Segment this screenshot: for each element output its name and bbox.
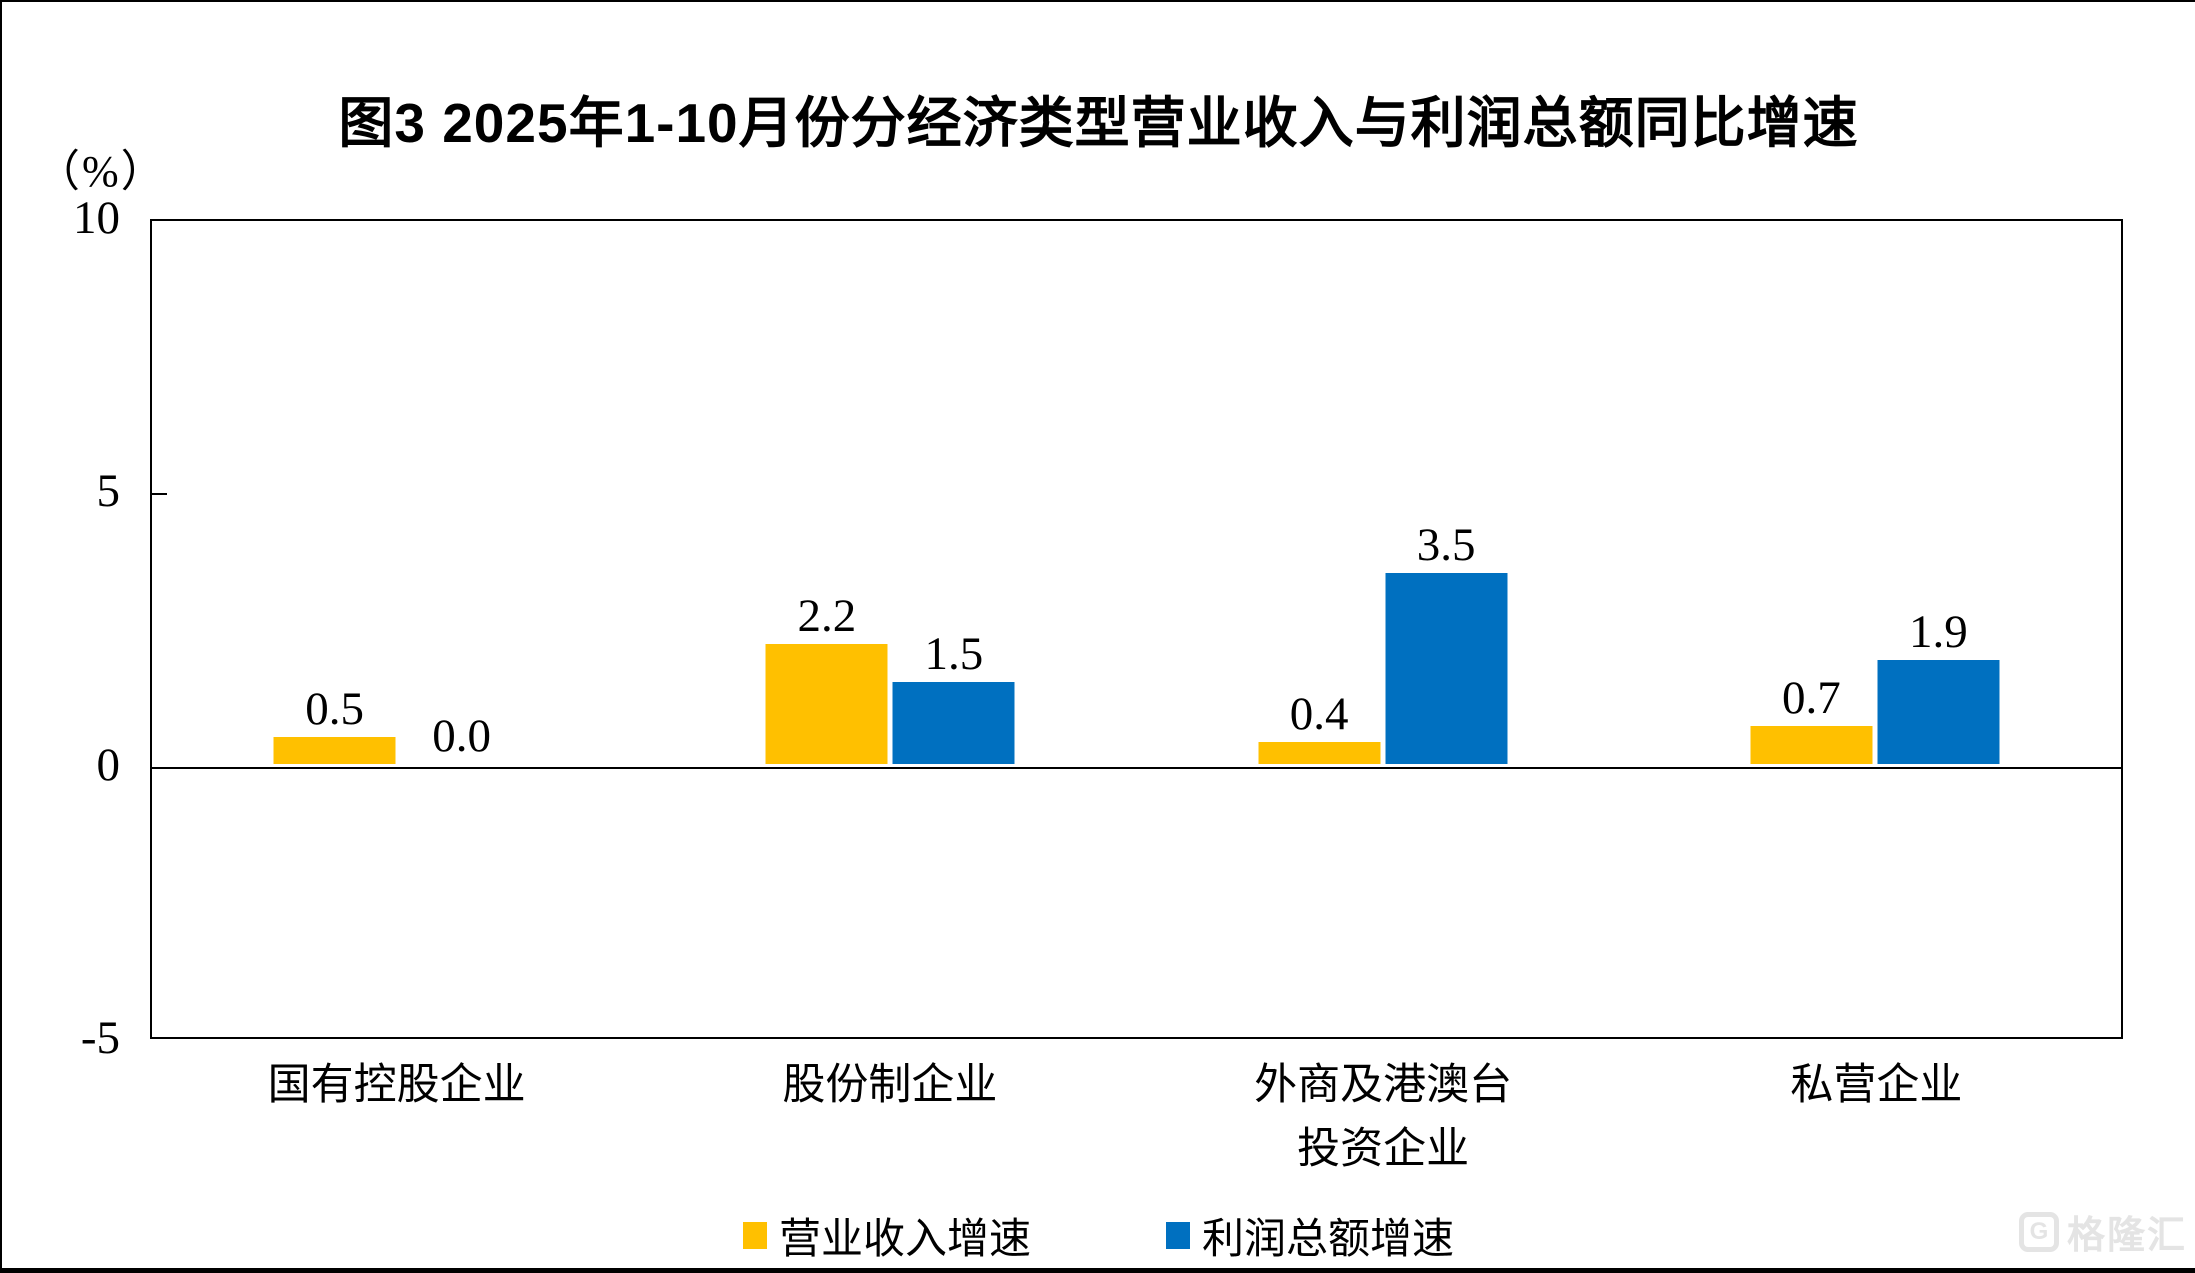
- bar-pair: 0.4 3.5: [1258, 521, 1508, 764]
- bar-slot: 3.5: [1385, 521, 1508, 764]
- bar-pair: 0.5 0.0: [273, 685, 523, 764]
- y-tick-label: 5: [96, 465, 121, 518]
- x-category-label: 外商及港澳台 投资企业: [1254, 1062, 1513, 1173]
- bar-group: 0.4 3.5: [1137, 221, 1629, 1037]
- bar-groups: 0.5 0.0 2.2 1.5 0.4 3.5 0.7 1.9: [152, 221, 2121, 1037]
- chart-title: 图3 2025年1-10月份分经济类型营业收入与利润总额同比增速: [338, 92, 1859, 154]
- bar-slot: 0.7: [1750, 674, 1873, 764]
- x-category-label: 国有控股企业: [267, 1062, 526, 1109]
- bar-value-label: 0.7: [1782, 671, 1841, 724]
- y-tick-label: 0: [96, 738, 121, 791]
- bar-利润总额增速: [1385, 572, 1508, 764]
- bar-value-label: 0.4: [1289, 687, 1349, 740]
- bar-slot: 0.5: [273, 685, 396, 764]
- x-category-label: 股份制企业: [782, 1062, 998, 1109]
- legend-label: 利润总额增速: [1202, 1217, 1455, 1263]
- plot-area: 0.5 0.0 2.2 1.5 0.4 3.5 0.7 1.9: [150, 219, 2123, 1039]
- bar-value-label: 2.2: [797, 589, 857, 642]
- bar-slot: 1.5: [892, 630, 1015, 764]
- bar-group: 2.2 1.5: [644, 221, 1136, 1037]
- bar-value-label: 1.9: [1909, 605, 1968, 658]
- y-tick-label: 10: [73, 191, 120, 244]
- bar-value-label: 3.5: [1416, 518, 1476, 571]
- gelonghui-logo-icon: G: [2018, 1211, 2059, 1252]
- legend-label: 营业收入增速: [778, 1217, 1031, 1263]
- y-tick-label: -5: [80, 1011, 120, 1064]
- bar-slot: 1.9: [1877, 608, 2000, 764]
- bar-group: 0.5 0.0: [152, 221, 644, 1037]
- bar-pair: 2.2 1.5: [765, 592, 1015, 764]
- bar-营业收入增速: [765, 643, 888, 764]
- legend-item: 营业收入增速: [742, 1205, 1031, 1266]
- bar-营业收入增速: [273, 736, 396, 764]
- y-axis-unit-label: （%）: [36, 147, 167, 196]
- bar-营业收入增速: [1258, 741, 1381, 764]
- bar-group: 0.7 1.9: [1629, 221, 2121, 1037]
- bar-营业收入增速: [1750, 725, 1873, 764]
- bar-pair: 0.7 1.9: [1750, 608, 2000, 764]
- y-tick-mark: [152, 493, 167, 496]
- legend-swatch-icon: [742, 1222, 767, 1249]
- y-axis-tick-labels: 10 5 0 -5: [2, 2, 120, 1102]
- bar-利润总额增速: [892, 681, 1015, 764]
- bar-slot: 2.2: [765, 592, 888, 764]
- bar-利润总额增速: [1877, 659, 2000, 764]
- bar-value-label: 0.0: [432, 709, 491, 762]
- bar-value-label: 0.5: [305, 682, 364, 735]
- bar-slot: 0.4: [1258, 690, 1381, 764]
- bar-value-label: 1.5: [924, 627, 984, 680]
- x-category-label: 私营企业: [1790, 1062, 1963, 1109]
- x-axis-category-labels: 国有控股企业 股份制企业 外商及港澳台 投资企业 私营企业: [150, 1054, 2123, 1182]
- zero-axis-line: [152, 766, 2121, 769]
- chart-legend: 营业收入增速 利润总额增速: [2, 1205, 2195, 1266]
- legend-swatch-icon: [1166, 1222, 1190, 1249]
- watermark: G 格隆汇: [2018, 1204, 2187, 1259]
- watermark-text: 格隆汇: [2066, 1215, 2187, 1257]
- legend-item: 利润总额增速: [1166, 1205, 1454, 1266]
